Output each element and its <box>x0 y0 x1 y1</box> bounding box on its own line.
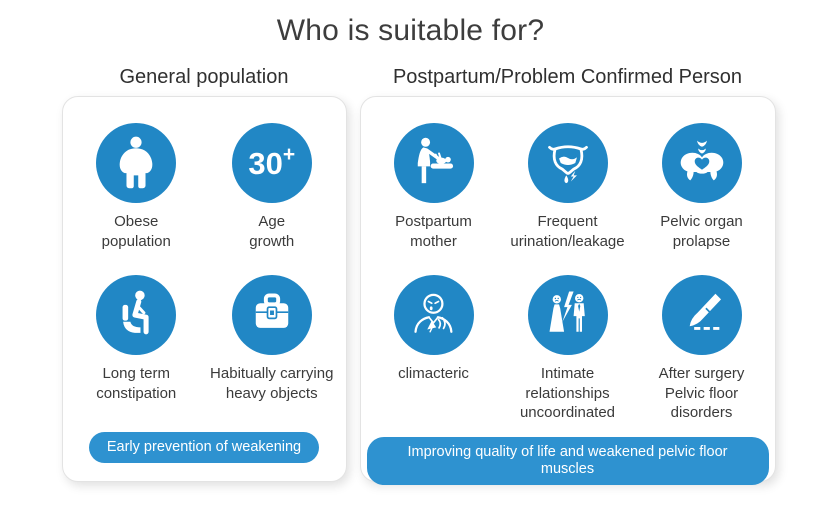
item-postpartum-mother: Postpartum mother <box>367 123 501 251</box>
general-population-panel: Obese population 30 + Age growth <box>61 96 347 482</box>
item-obese-population: Obese population <box>69 123 205 251</box>
item-label: Age growth <box>249 213 295 250</box>
page-title: Who is suitable for? <box>276 14 545 47</box>
pelvis-icon <box>661 123 742 203</box>
age-plus-sign: + <box>282 142 296 166</box>
item-after-surgery: After surgery Pelvic floor disorders <box>635 275 769 423</box>
item-label: Long term constipation <box>96 365 177 402</box>
item-climacteric: climacteric <box>367 275 501 423</box>
item-long-term-constipation: Long term constipation <box>69 275 205 403</box>
couple-conflict-icon <box>527 275 608 355</box>
item-intimate-relationships: Intimate relationships uncoordinated <box>501 275 635 423</box>
item-label: Postpartum mother <box>395 213 472 250</box>
bladder-leak-icon <box>527 123 608 203</box>
item-carrying-heavy-objects: Habitually carrying heavy objects <box>204 275 340 403</box>
mother-baby-icon <box>393 123 474 203</box>
postpartum-problem-section: Postpartum/Problem Confirmed Person <box>359 66 776 486</box>
item-label: Frequent urination/leakage <box>510 213 625 250</box>
obese-person-icon <box>96 123 177 203</box>
item-label: climacteric <box>398 365 469 382</box>
item-label: Obese population <box>101 213 171 250</box>
toolbox-icon <box>231 275 312 355</box>
toilet-person-icon <box>96 275 177 355</box>
left-panel-header: General population <box>119 66 289 88</box>
scalpel-icon <box>661 275 742 355</box>
general-population-section: General population Obese population 30 + <box>61 66 347 482</box>
postpartum-problem-panel: Postpartum mother Frequent urination/lea… <box>359 96 776 486</box>
early-prevention-pill: Early prevention of weakening <box>88 431 320 463</box>
item-label: After surgery Pelvic floor disorders <box>658 365 745 421</box>
item-age-growth: 30 + Age growth <box>204 123 340 251</box>
content-columns: General population Obese population 30 + <box>0 66 821 486</box>
item-pelvic-organ-prolapse: Pelvic organ prolapse <box>635 123 769 251</box>
hot-flash-face-icon <box>393 275 474 355</box>
item-label: Pelvic organ prolapse <box>660 213 743 250</box>
improving-quality-pill: Improving quality of life and weakened p… <box>366 436 769 486</box>
age-number: 30 <box>248 145 283 181</box>
right-panel-header: Postpartum/Problem Confirmed Person <box>392 66 743 88</box>
item-label: Intimate relationships uncoordinated <box>519 365 616 421</box>
item-frequent-urination: Frequent urination/leakage <box>501 123 635 251</box>
item-label: Habitually carrying heavy objects <box>210 365 334 402</box>
age-30-plus-badge: 30 + <box>231 123 312 203</box>
